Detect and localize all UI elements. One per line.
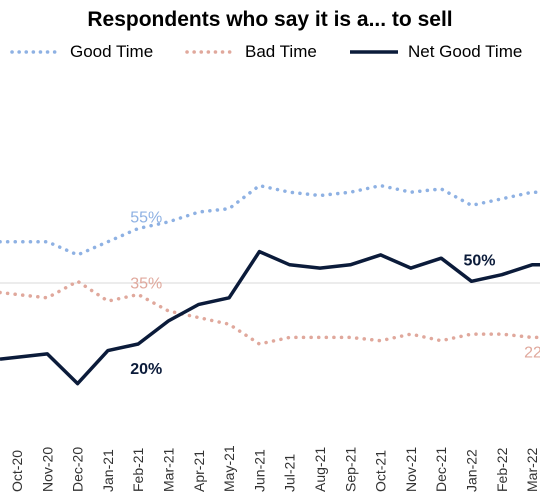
data-label: 22% <box>524 344 540 361</box>
x-tick-label: Jul-21 <box>282 454 298 492</box>
x-tick-label: Nov-21 <box>403 447 419 492</box>
data-label: 50% <box>464 252 496 269</box>
x-tick-label: Nov-20 <box>39 447 55 492</box>
legend-swatch-bad-time <box>185 50 237 54</box>
legend-label-net-good-time: Net Good Time <box>408 42 523 61</box>
series-line-bad-time <box>0 279 540 346</box>
x-tick-label: Dec-20 <box>70 447 86 492</box>
x-tick-label: Oct-21 <box>373 450 389 492</box>
x-tick-label: Feb-22 <box>494 447 510 492</box>
chart-title: Respondents who say it is a... to sell <box>87 8 453 31</box>
legend-swatch-good-time <box>10 50 62 54</box>
legend-item-net-good-time: Net Good Time <box>348 42 522 62</box>
data-label: 35% <box>130 276 162 293</box>
x-tick-label: May-21 <box>221 445 237 492</box>
series-line-good-time <box>0 183 540 257</box>
x-tick-label: Mar-21 <box>161 447 177 492</box>
series-line-net-good-time <box>0 249 540 386</box>
legend-item-good-time: Good Time <box>10 42 153 62</box>
x-tick-label: Aug-21 <box>312 447 328 492</box>
x-tick-label: Feb-21 <box>130 447 146 492</box>
legend-label-bad-time: Bad Time <box>245 42 317 61</box>
x-tick-label: Sep-21 <box>342 447 358 492</box>
data-label: 20% <box>130 361 162 378</box>
legend-item-bad-time: Bad Time <box>185 42 317 62</box>
x-tick-label: Dec-21 <box>433 447 449 492</box>
x-tick-label: Jan-22 <box>464 449 480 492</box>
legend: Good Time Bad Time Net Good Time <box>0 42 540 66</box>
x-tick-label: Jun-21 <box>251 449 267 492</box>
x-tick-label: Jan-21 <box>100 449 116 492</box>
x-tick-label: Apr-21 <box>191 450 207 492</box>
data-label: 55% <box>130 210 162 227</box>
x-tick-label: Mar-22 <box>524 447 540 492</box>
x-tick-label: Oct-20 <box>9 450 25 492</box>
legend-swatch-net-good-time <box>350 50 398 54</box>
legend-label-good-time: Good Time <box>70 42 154 61</box>
